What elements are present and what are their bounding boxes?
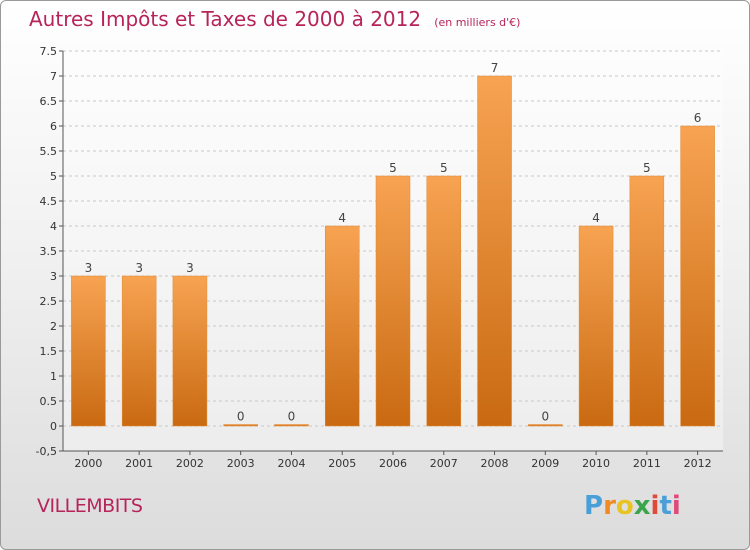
y-tick-label: 0.5 xyxy=(40,395,58,408)
y-tick-label: 6.5 xyxy=(40,95,58,108)
x-tick-label-2007: 2007 xyxy=(430,457,458,470)
logo-letter: x xyxy=(633,491,651,521)
y-tick-label: 3.5 xyxy=(40,245,58,258)
labels: 3 2000 3 2001 3 2002 0 2003 0 2004 4 2005 5 2006 5 2007… xyxy=(74,61,711,470)
x-tick-label-2011: 2011 xyxy=(633,457,661,470)
logo-letter: o xyxy=(615,491,634,521)
bar-2003 xyxy=(223,424,258,427)
location-name: VILLEMBITS xyxy=(37,495,143,517)
bar-2011 xyxy=(629,175,665,427)
value-label-2011: 5 xyxy=(643,161,651,175)
x-tick-label-2005: 2005 xyxy=(328,457,356,470)
bar-2001 xyxy=(121,275,157,427)
y-tick-label: 3 xyxy=(50,270,57,283)
x-tick-label-2006: 2006 xyxy=(379,457,407,470)
value-label-2012: 6 xyxy=(694,111,702,125)
proxiti-logo[interactable]: Proxiti xyxy=(584,491,681,521)
bar-2004 xyxy=(274,424,309,427)
x-tick-label-2002: 2002 xyxy=(176,457,204,470)
y-tick-label: -0,5 xyxy=(36,445,57,458)
y-tick-label: 5 xyxy=(50,170,57,183)
value-label-2009: 0 xyxy=(541,410,549,424)
value-label-2010: 4 xyxy=(592,211,600,225)
x-tick-label-2004: 2004 xyxy=(277,457,305,470)
bar-2000 xyxy=(71,275,106,427)
x-tick-label-2000: 2000 xyxy=(74,457,102,470)
value-label-2001: 3 xyxy=(135,261,143,275)
logo-letter: t xyxy=(659,491,672,521)
value-label-2004: 0 xyxy=(288,410,296,424)
value-label-2008: 7 xyxy=(491,61,499,75)
chart-unit: (en milliers d'€) xyxy=(434,16,521,29)
y-tick-label: 7.5 xyxy=(40,45,58,58)
logo-letter: P xyxy=(584,491,604,521)
y-tick-label: 1 xyxy=(50,370,57,383)
x-tick-label-2003: 2003 xyxy=(227,457,255,470)
x-tick-label-2001: 2001 xyxy=(125,457,153,470)
bars xyxy=(71,75,715,427)
x-tick-label-2012: 2012 xyxy=(684,457,712,470)
bar-2007 xyxy=(426,175,462,427)
axes: -0,5 0 0.5 1 1.5 2 2.5 3 3.5 4 4.5 5 5.5 6 6.5 7 7.5 xyxy=(36,45,723,458)
logo-letter: r xyxy=(603,491,616,521)
y-tick-label: 5.5 xyxy=(40,145,58,158)
logo-letter: i xyxy=(650,491,660,521)
y-tick-label: 7 xyxy=(50,70,57,83)
y-tick-label: 4.5 xyxy=(40,195,58,208)
value-label-2002: 3 xyxy=(186,261,194,275)
bar-2008 xyxy=(477,75,512,427)
x-tick-label-2010: 2010 xyxy=(582,457,610,470)
bar-2006 xyxy=(375,175,411,427)
bar-2012 xyxy=(680,125,715,427)
x-tick-label-2008: 2008 xyxy=(481,457,509,470)
value-label-2005: 4 xyxy=(338,211,346,225)
bar-2010 xyxy=(578,225,614,427)
value-label-2007: 5 xyxy=(440,161,448,175)
x-tick-label-2009: 2009 xyxy=(531,457,559,470)
value-label-2000: 3 xyxy=(85,261,93,275)
bar-2005 xyxy=(324,225,360,427)
y-tick-label: 0 xyxy=(50,420,57,433)
bar-2002 xyxy=(172,275,208,427)
chart-title-block: Autres Impôts et Taxes de 2000 à 2012 (e… xyxy=(29,7,520,31)
value-label-2006: 5 xyxy=(389,161,397,175)
bar-2009 xyxy=(528,424,563,427)
y-tick-label: 6 xyxy=(50,120,57,133)
chart-title: Autres Impôts et Taxes de 2000 à 2012 xyxy=(29,7,422,31)
value-label-2003: 0 xyxy=(237,410,245,424)
y-tick-label: 1.5 xyxy=(40,345,58,358)
y-tick-label: 2.5 xyxy=(40,295,58,308)
logo-letter: i xyxy=(671,491,681,521)
y-tick-label: 4 xyxy=(50,220,57,233)
y-tick-label: 2 xyxy=(50,320,57,333)
